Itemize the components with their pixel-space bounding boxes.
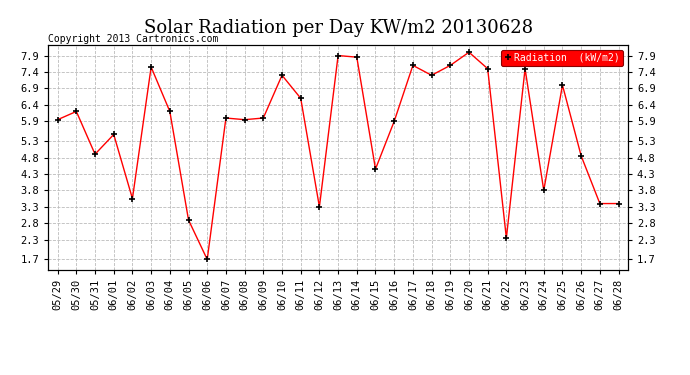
- Text: Solar Radiation per Day KW/m2 20130628: Solar Radiation per Day KW/m2 20130628: [144, 19, 533, 37]
- Text: Copyright 2013 Cartronics.com: Copyright 2013 Cartronics.com: [48, 34, 219, 44]
- Legend: Radiation  (kW/m2): Radiation (kW/m2): [501, 50, 623, 66]
